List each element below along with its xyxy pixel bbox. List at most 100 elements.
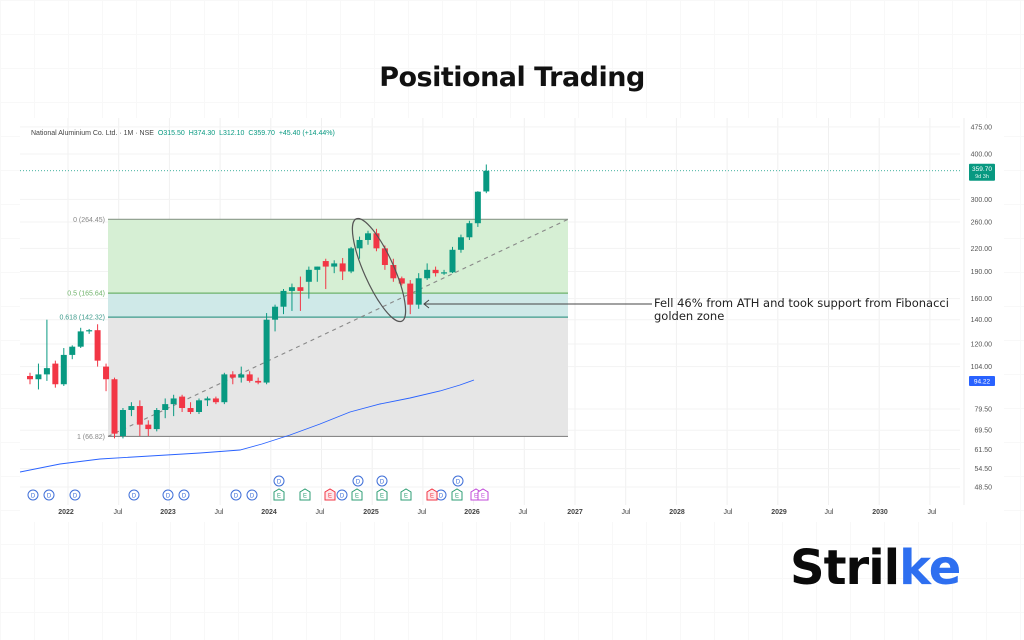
candle[interactable] [187,408,194,413]
candle[interactable] [373,233,380,249]
earnings-marker[interactable] [451,488,463,501]
candle[interactable] [314,266,321,270]
earnings-marker[interactable] [299,488,311,501]
marker-letter: E [430,493,434,499]
candle[interactable] [52,363,59,385]
candle[interactable] [381,248,388,265]
current-price-tag [969,163,995,181]
symbol-name: National Aluminium Co. Ltd. · 1M · NSE [31,130,154,137]
candle[interactable] [246,374,253,381]
candle[interactable] [280,290,287,307]
dividend-marker[interactable] [376,475,388,487]
price-axis-label: 79.50 [974,407,992,414]
candle[interactable] [474,191,481,224]
price-axis-label: 220.00 [971,246,993,253]
candle[interactable] [69,346,76,355]
marker-letter: D [132,493,137,499]
dividend-marker[interactable] [452,475,464,487]
candle[interactable] [272,306,279,320]
candle[interactable] [238,374,245,378]
candle[interactable] [212,398,219,403]
candle[interactable] [483,170,490,192]
time-axis-label: Jul [519,509,528,516]
candle[interactable] [94,330,101,361]
earnings-marker[interactable] [400,488,412,501]
candle[interactable] [339,263,346,272]
dividend-marker[interactable] [162,489,174,501]
ma-value: 94.22 [974,379,991,386]
candle[interactable] [432,269,439,274]
candle[interactable] [415,278,422,305]
candle[interactable] [229,374,236,378]
highlight-ellipse[interactable] [343,213,416,328]
candle[interactable] [305,269,312,282]
dividend-marker[interactable] [352,475,364,487]
earnings-marker[interactable] [273,488,285,501]
candle[interactable] [398,278,405,284]
price-axis-label: 140.00 [971,317,993,324]
candle[interactable] [196,400,202,413]
candle[interactable] [43,368,50,375]
earnings-marker[interactable] [376,488,388,501]
earnings-marker[interactable] [351,488,363,501]
time-axis-label: Jul [418,509,427,516]
candle[interactable] [136,406,143,425]
annotation-text: Fell 46% from ATH and took support from … [654,296,949,323]
candle[interactable] [27,375,33,380]
candle[interactable] [204,398,211,401]
dividend-marker[interactable] [178,489,190,501]
dividend-marker[interactable] [273,475,285,487]
dividend-marker[interactable] [246,489,258,501]
candle[interactable] [348,248,355,272]
earnings-marker[interactable] [426,488,438,501]
candle[interactable] [153,409,160,430]
marker-letter: D [356,479,361,485]
candle[interactable] [365,233,371,240]
candle[interactable] [119,409,126,437]
candlestick-chart[interactable]: 0 (264.45) 0.5 (165.64) 0.618 (142.32) 1 (6… [20,118,1004,522]
dividend-marker[interactable] [69,489,81,501]
candle[interactable] [331,263,338,267]
candle[interactable] [145,424,152,430]
candle[interactable] [457,237,464,250]
dividend-marker[interactable] [128,489,140,501]
legend-open: O315.50 [157,130,185,137]
earnings-marker[interactable] [324,488,336,501]
candle[interactable] [255,380,262,383]
dividend-marker[interactable] [43,489,55,501]
candle[interactable] [103,366,110,380]
candle[interactable] [424,269,431,279]
candle[interactable] [297,287,304,291]
candle[interactable] [77,331,84,347]
time-axis-label: Jul [316,509,325,516]
price-axis-label: 48.50 [974,485,992,492]
dividend-marker[interactable] [230,489,242,501]
candle[interactable] [35,374,42,380]
candle[interactable] [128,406,135,410]
candle[interactable] [170,398,177,405]
time-axis-label: Jul [114,509,123,516]
marker-letter: E [474,493,478,499]
candle[interactable] [390,264,397,279]
candle[interactable] [60,354,67,385]
earnings-marker[interactable] [477,488,489,501]
marker-letter: D [439,493,444,499]
candle[interactable] [322,261,329,267]
candle[interactable] [449,249,456,273]
fib-level-label: 0 (264.45) [73,217,105,224]
candle[interactable] [356,239,363,249]
candle[interactable] [466,223,473,238]
candle[interactable] [288,287,295,291]
candle[interactable] [263,319,270,383]
candle[interactable] [407,283,414,305]
candle[interactable] [111,379,118,434]
chart-panel[interactable]: 0 (264.45) 0.5 (165.64) 0.618 (142.32) 1 (6… [20,118,1004,522]
candle[interactable] [441,272,448,274]
candle[interactable] [162,404,169,410]
candle[interactable] [179,396,186,409]
dividend-marker[interactable] [336,489,348,501]
dividend-marker[interactable] [27,489,39,501]
current-price-value: 359.70 [972,166,992,173]
candle[interactable] [221,374,228,403]
candle[interactable] [86,330,93,332]
